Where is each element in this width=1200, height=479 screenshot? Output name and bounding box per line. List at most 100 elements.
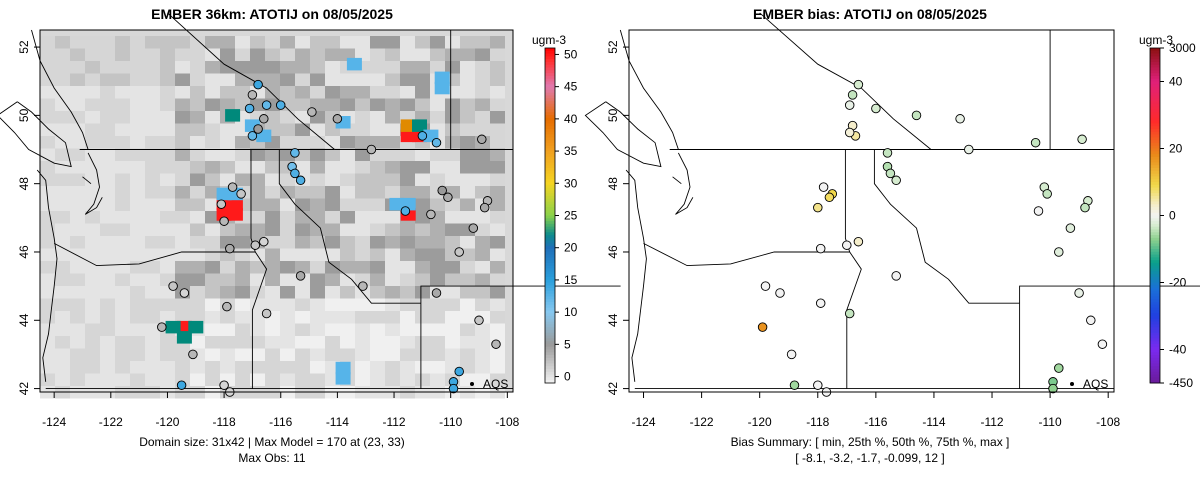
left-grid-cell (115, 248, 130, 261)
left-grid-cell (310, 86, 325, 99)
right-colorbar-tick-label: -40 (1169, 343, 1187, 357)
left-grid-cell (100, 148, 115, 161)
left-grid-cell (265, 323, 280, 336)
left-colorbar-tick-label: 0 (564, 370, 571, 384)
left-grid-cell (250, 161, 265, 174)
left-grid-cell (85, 298, 100, 311)
right-colorbar-segment (1150, 142, 1160, 147)
right-colorbar-tick-label: 0 (1169, 209, 1176, 223)
left-grid-cell (370, 36, 385, 49)
left-grid-cell (460, 298, 475, 311)
left-grid-cell (235, 223, 250, 236)
left-grid-hotspot-cell (216, 187, 232, 201)
left-site-marker (179, 288, 190, 298)
left-grid-cell (475, 261, 490, 274)
left-grid-cell (130, 336, 145, 349)
left-grid-cell (190, 98, 205, 111)
right-colorbar-tick-label: 3000 (1169, 41, 1196, 55)
left-grid-cell (85, 48, 100, 61)
right-y-tick-label: 50 (606, 108, 620, 122)
left-grid-cell (190, 173, 205, 186)
left-grid-cell (70, 123, 85, 136)
right-site-marker (847, 90, 858, 100)
left-grid-cell (250, 361, 265, 374)
left-grid-cell (400, 348, 415, 361)
left-grid-cell (370, 373, 385, 386)
left-grid-cell (175, 136, 190, 149)
left-colorbar-segment (545, 271, 555, 275)
left-grid-cell (340, 261, 355, 274)
left-grid-cell (340, 323, 355, 336)
right-colorbar-segment (1150, 324, 1160, 328)
left-colorbar-segment (545, 316, 555, 320)
left-grid-cell (475, 211, 490, 224)
left-grid-cell (445, 336, 460, 349)
left-grid-cell (385, 248, 400, 261)
left-grid-cell (220, 136, 235, 149)
left-y-tick-label: 48 (17, 177, 31, 191)
left-grid-cell (160, 86, 175, 99)
left-grid-cell (490, 161, 505, 174)
left-grid-cell (175, 73, 190, 86)
left-grid-cell (490, 211, 505, 224)
left-grid-cell (145, 211, 160, 224)
left-grid-cell (205, 111, 220, 124)
left-colorbar-segment (545, 366, 555, 370)
left-grid-cell (130, 211, 145, 224)
left-grid-cell (175, 98, 190, 111)
left-grid-cell (430, 111, 445, 124)
left-grid-cell (355, 173, 370, 186)
left-grid-cell (100, 311, 115, 324)
left-colorbar-segment (545, 53, 555, 57)
left-grid-cell (325, 273, 340, 286)
left-grid-cell (310, 261, 325, 274)
left-grid-cell (265, 236, 280, 249)
left-grid-cell (145, 361, 160, 374)
left-grid-cell (100, 48, 115, 61)
left-grid-cell (265, 148, 280, 161)
left-grid-cell (460, 236, 475, 249)
left-grid-cell (265, 373, 280, 386)
right-colorbar-segment (1150, 187, 1160, 191)
left-grid-cell (70, 361, 85, 374)
left-grid-cell (310, 286, 325, 299)
left-site-marker (295, 175, 306, 186)
left-grid-cell (70, 36, 85, 49)
left-colorbar-tick-label: 25 (564, 209, 578, 223)
right-colorbar-segment (1150, 109, 1160, 113)
left-grid-cell (130, 198, 145, 211)
left-grid-cell (460, 186, 475, 199)
right-colorbar-segment (1150, 377, 1160, 381)
left-grid-cell (70, 98, 85, 111)
left-grid-cell (115, 111, 130, 124)
left-colorbar-segment (545, 115, 555, 119)
right-colorbar-segment (1150, 229, 1160, 233)
left-colorbar-segment (545, 209, 555, 214)
right-colorbar-segment (1150, 260, 1160, 264)
left-x-axis: -124 -122 -120 -118 -116 -114 -112 -110 -108 (42, 392, 520, 429)
right-colorbar-segment (1150, 70, 1160, 74)
left-grid-cell (295, 161, 310, 174)
left-grid-cell (355, 111, 370, 124)
left-grid-cell (400, 248, 415, 261)
left-grid-cell (100, 173, 115, 186)
left-grid-cell (355, 98, 370, 111)
right-x-tick-label: -110 (1039, 415, 1062, 429)
left-chart-title: EMBER 36km: ATOTIJ on 08/05/2025 (151, 6, 393, 22)
left-grid-cell (415, 373, 430, 386)
right-colorbar-segment (1150, 182, 1160, 186)
left-grid-cell (280, 361, 295, 374)
right-colorbar-segment (1150, 262, 1160, 267)
left-grid-cell (115, 348, 130, 361)
right-colorbar-segment (1150, 304, 1160, 309)
left-x-tick-label: -118 (213, 415, 236, 429)
left-grid-cell (40, 198, 55, 211)
left-grid-cell (475, 173, 490, 186)
left-grid-cell (415, 348, 430, 361)
left-site-marker (227, 182, 238, 192)
left-grid-cell (355, 36, 370, 49)
left-colorbar-segment (545, 310, 555, 314)
left-grid-cell (55, 286, 70, 299)
left-grid-cell (190, 161, 205, 174)
left-grid-cell (205, 148, 220, 161)
